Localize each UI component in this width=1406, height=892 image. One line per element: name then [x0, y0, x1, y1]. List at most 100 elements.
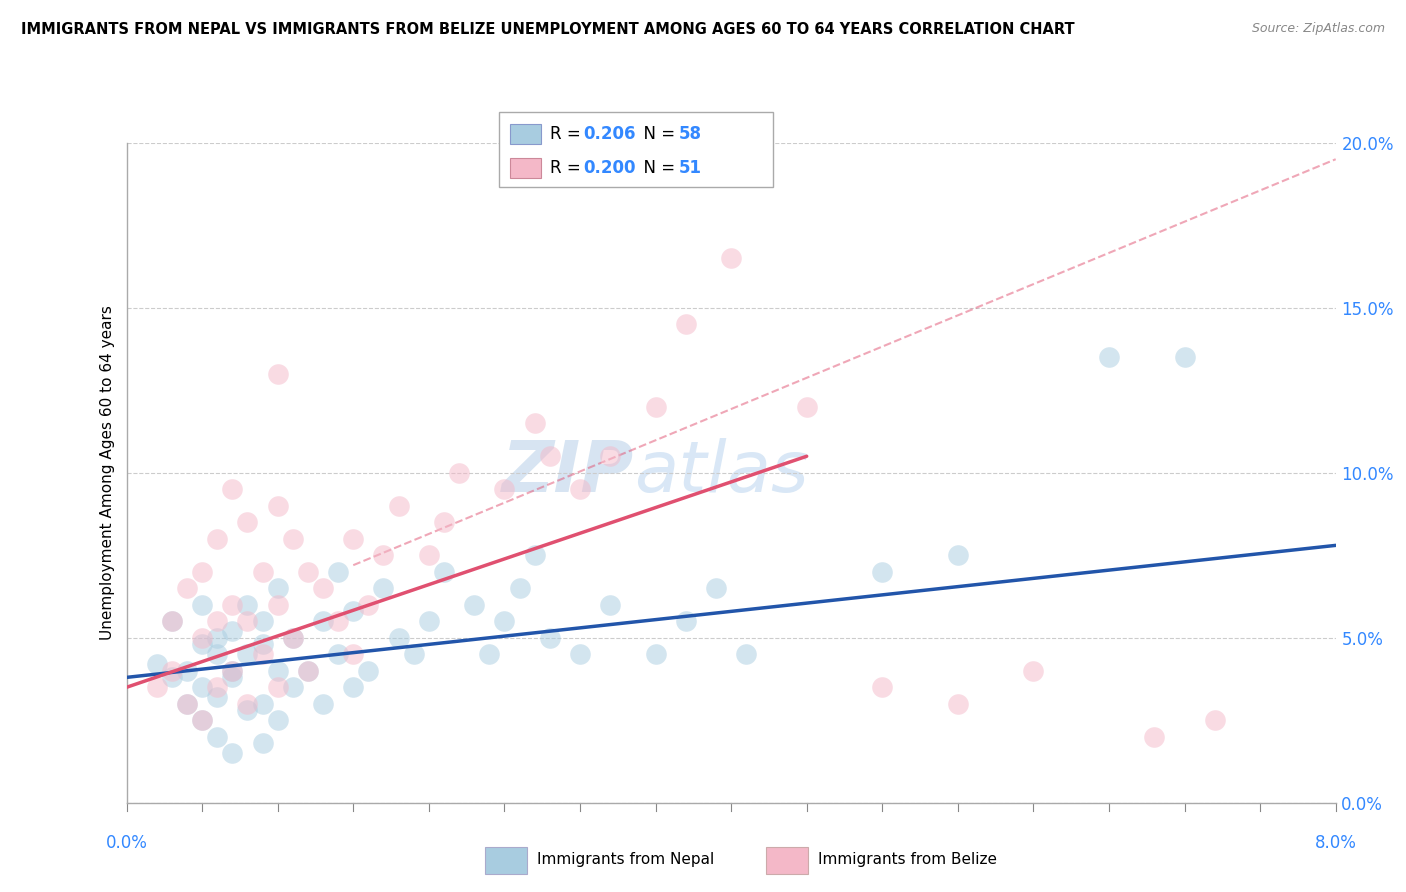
- Point: [205, 730, 228, 744]
- Point: [1204, 714, 1226, 728]
- Text: Immigrants from Nepal: Immigrants from Nepal: [537, 853, 714, 867]
- Text: 0.0%: 0.0%: [105, 834, 148, 852]
- Point: [160, 615, 183, 629]
- Point: [312, 582, 335, 596]
- Point: [418, 615, 440, 629]
- Point: [342, 604, 364, 618]
- Text: Immigrants from Belize: Immigrants from Belize: [818, 853, 997, 867]
- Point: [796, 400, 818, 414]
- Text: R =: R =: [550, 125, 586, 143]
- Point: [221, 664, 243, 678]
- Point: [252, 565, 274, 579]
- Text: N =: N =: [633, 159, 681, 177]
- Point: [433, 565, 456, 579]
- Point: [205, 615, 228, 629]
- Point: [373, 548, 395, 563]
- Point: [252, 637, 274, 651]
- Point: [509, 582, 531, 596]
- Text: 58: 58: [679, 125, 702, 143]
- Point: [523, 548, 546, 563]
- Point: [388, 499, 411, 513]
- Point: [599, 598, 621, 612]
- Point: [872, 565, 894, 579]
- Point: [221, 664, 243, 678]
- Point: [252, 697, 274, 711]
- Point: [568, 648, 592, 662]
- Point: [357, 664, 380, 678]
- Point: [191, 681, 214, 695]
- Point: [267, 664, 290, 678]
- Point: [297, 664, 319, 678]
- Point: [449, 466, 471, 480]
- Point: [267, 714, 290, 728]
- Point: [326, 565, 350, 579]
- Point: [267, 499, 290, 513]
- Point: [160, 615, 183, 629]
- Point: [252, 648, 274, 662]
- Text: Source: ZipAtlas.com: Source: ZipAtlas.com: [1251, 22, 1385, 36]
- Point: [205, 690, 228, 705]
- Point: [221, 746, 243, 760]
- Point: [735, 648, 758, 662]
- Point: [176, 664, 198, 678]
- Point: [176, 697, 198, 711]
- Point: [221, 624, 243, 639]
- Text: 51: 51: [679, 159, 702, 177]
- Point: [281, 631, 304, 645]
- Point: [267, 582, 290, 596]
- Point: [160, 664, 183, 678]
- Point: [388, 631, 411, 645]
- Text: 0.206: 0.206: [583, 125, 636, 143]
- Point: [191, 714, 214, 728]
- Point: [205, 648, 228, 662]
- Point: [191, 714, 214, 728]
- Point: [205, 681, 228, 695]
- Point: [267, 598, 290, 612]
- Text: IMMIGRANTS FROM NEPAL VS IMMIGRANTS FROM BELIZE UNEMPLOYMENT AMONG AGES 60 TO 64: IMMIGRANTS FROM NEPAL VS IMMIGRANTS FROM…: [21, 22, 1074, 37]
- Point: [1022, 664, 1045, 678]
- Text: R =: R =: [550, 159, 586, 177]
- Point: [599, 450, 621, 464]
- Point: [252, 615, 274, 629]
- Point: [176, 697, 198, 711]
- Point: [312, 615, 335, 629]
- Point: [433, 516, 456, 530]
- Point: [342, 681, 364, 695]
- Point: [463, 598, 485, 612]
- Point: [478, 648, 501, 662]
- Point: [252, 736, 274, 750]
- Point: [418, 548, 440, 563]
- Point: [221, 483, 243, 497]
- Point: [267, 681, 290, 695]
- Point: [205, 631, 228, 645]
- Point: [494, 483, 516, 497]
- Point: [1098, 351, 1121, 365]
- Point: [146, 657, 169, 672]
- Point: [281, 631, 304, 645]
- Point: [191, 637, 214, 651]
- Point: [236, 697, 259, 711]
- Point: [191, 598, 214, 612]
- Text: 8.0%: 8.0%: [1315, 834, 1357, 852]
- Point: [236, 703, 259, 717]
- Point: [221, 598, 243, 612]
- Point: [176, 582, 198, 596]
- Point: [342, 532, 364, 546]
- Point: [523, 417, 546, 431]
- Point: [267, 367, 290, 381]
- Point: [191, 631, 214, 645]
- Point: [946, 697, 969, 711]
- Point: [538, 450, 561, 464]
- Text: N =: N =: [633, 125, 681, 143]
- Point: [236, 648, 259, 662]
- Point: [946, 548, 969, 563]
- Text: 0.200: 0.200: [583, 159, 636, 177]
- Point: [1174, 351, 1197, 365]
- Text: atlas: atlas: [634, 438, 808, 508]
- Point: [326, 648, 350, 662]
- Point: [281, 681, 304, 695]
- Point: [402, 648, 425, 662]
- Point: [297, 664, 319, 678]
- Point: [146, 681, 169, 695]
- Point: [720, 252, 742, 266]
